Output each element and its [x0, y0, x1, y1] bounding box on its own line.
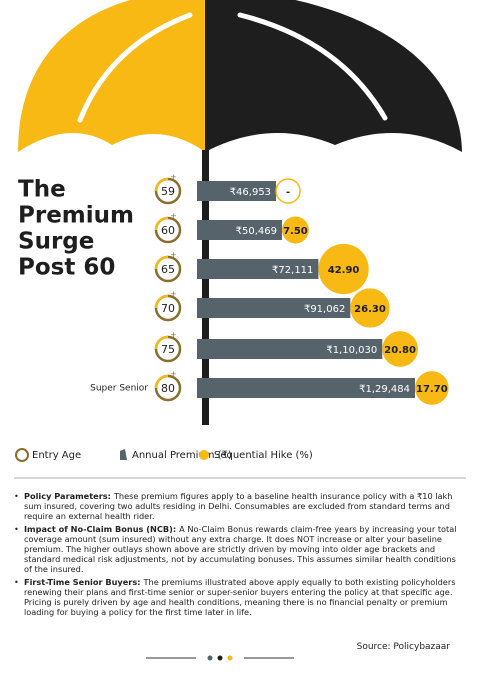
title-line: Premium	[18, 203, 134, 229]
age-ring-accent	[154, 335, 169, 350]
note: • Policy Parameters: These premium figures…	[14, 491, 462, 522]
age-ring-accent	[154, 216, 169, 231]
premium-bar	[197, 181, 277, 201]
premium-bar	[197, 378, 415, 398]
age-plus: +	[170, 331, 177, 340]
bullet: •	[14, 576, 19, 587]
note-heading: Policy Parameters:	[24, 491, 111, 501]
age-label: 70	[161, 302, 175, 315]
bullet: •	[14, 491, 19, 501]
legend-label: Sequential Hike (%)	[214, 450, 313, 461]
legend-label: Annual Premium (₹)	[132, 450, 232, 461]
hike-circle	[281, 216, 309, 244]
age-label: 75	[161, 343, 175, 356]
legend-hike-icon	[199, 450, 209, 460]
premium-bar	[197, 259, 319, 279]
hike-label: 20.80	[384, 345, 416, 356]
source: Source: Policybazaar	[356, 642, 450, 652]
title-line: Post 60	[18, 255, 115, 281]
umbrella-rib	[77, 12, 193, 123]
note-text: These premium figures apply to a baselin…	[24, 491, 453, 522]
legend-label: Entry Age	[32, 450, 81, 461]
hike-circle	[350, 288, 390, 328]
umbrella-pole	[202, 150, 209, 425]
hike-label: 42.90	[328, 265, 360, 276]
premium-label: ₹1,29,484	[359, 384, 410, 395]
note-heading: First-Time Senior Buyers:	[24, 576, 141, 587]
hike-circle	[318, 243, 369, 295]
age-ring-accent	[154, 374, 169, 389]
legend-age-icon	[15, 448, 29, 462]
age-plus: +	[170, 212, 177, 221]
hike-label: 17.70	[416, 384, 448, 395]
note-heading: Impact of No-Claim Bonus (NCB):	[24, 523, 177, 534]
age-plus: +	[170, 173, 177, 182]
note-text: A No-Claim Bonus rewards claim-free year…	[24, 523, 457, 575]
premium-label: ₹72,111	[272, 265, 313, 276]
age-label: 59	[161, 185, 175, 198]
age-ring-accent	[154, 255, 169, 270]
age-ring-accent	[154, 294, 169, 309]
note-body: First-Time Senior Buyers: The premiums il…	[24, 577, 462, 618]
age-plus: +	[170, 251, 177, 260]
age-plus: +	[170, 370, 177, 379]
age-label: 60	[161, 224, 175, 237]
age-label: 65	[161, 263, 175, 276]
legend-premium-icon	[120, 449, 127, 460]
umbrella-right	[205, 0, 462, 152]
note-text: The premiums illustrated above apply equ…	[24, 576, 456, 618]
age-plus: +	[170, 290, 177, 299]
note: • Impact of No-Claim Bonus (NCB): A No-Cla…	[14, 524, 462, 575]
title-line: The	[18, 177, 66, 203]
note: • First-Time Senior Buyers: The premiums i…	[14, 577, 462, 618]
umbrella-left	[18, 0, 205, 152]
decor-dot	[227, 655, 233, 661]
hike-label: 26.30	[354, 304, 386, 315]
hike-circle	[415, 371, 449, 405]
notes: • Policy Parameters: These premium figures…	[14, 491, 462, 619]
bullet: •	[14, 523, 19, 534]
premium-bar	[197, 220, 282, 240]
umbrella-rib	[237, 12, 388, 121]
premium-label: ₹46,953	[230, 187, 271, 198]
age-ring-accent	[154, 177, 169, 192]
annotation: Super Senior	[90, 384, 148, 394]
premium-label: ₹50,469	[236, 226, 277, 237]
age-label: 80	[161, 382, 175, 395]
hike-circle	[275, 178, 301, 204]
note-body: Policy Parameters: These premium figures …	[24, 491, 462, 522]
premium-label: ₹91,062	[304, 304, 345, 315]
note-body: Impact of No-Claim Bonus (NCB): A No-Clai…	[24, 524, 462, 575]
premium-bar	[197, 298, 351, 318]
premium-bar	[197, 339, 383, 359]
hike-label: 7.50	[283, 226, 308, 237]
decor-dot	[217, 655, 223, 661]
title-line: Surge	[18, 229, 94, 255]
hike-circle	[382, 331, 418, 367]
hike-label: -	[286, 187, 290, 198]
decor-dot	[207, 655, 213, 661]
premium-label: ₹1,10,030	[326, 345, 377, 356]
